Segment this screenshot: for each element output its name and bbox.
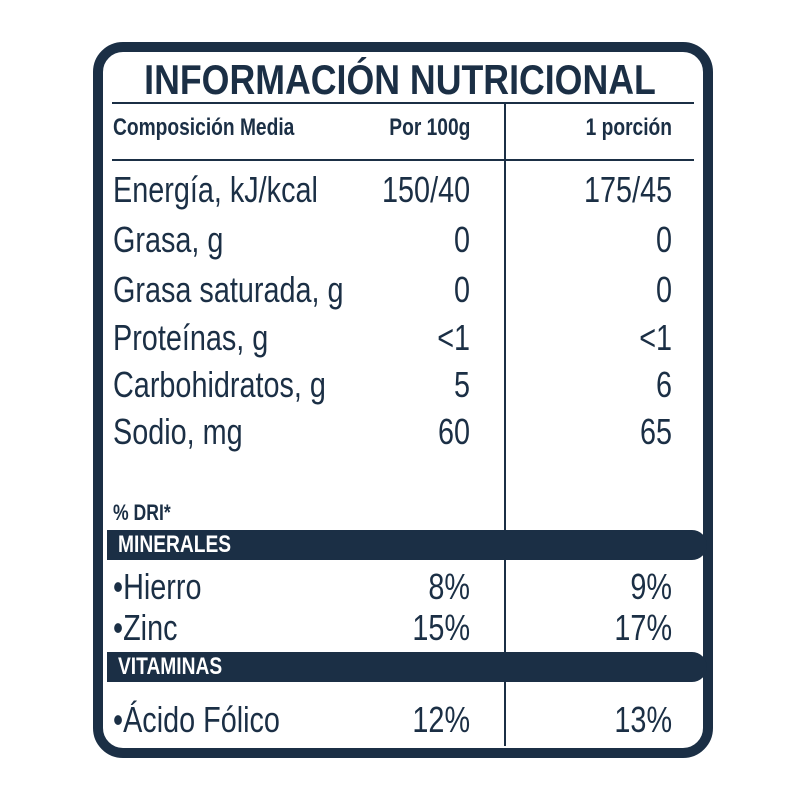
label-frame — [93, 42, 713, 758]
row-value: 60 — [437, 411, 470, 452]
row-label: Grasa saturada, g — [113, 269, 344, 310]
row-label: Sodio, mg — [113, 411, 243, 452]
row-value: 8% — [428, 566, 470, 607]
column-header: Por 100g — [388, 114, 470, 141]
row-value: 150/40 — [381, 169, 470, 210]
section-bar — [107, 530, 707, 560]
section-title: MINERALES — [118, 531, 232, 558]
row-value: 15% — [412, 607, 470, 648]
dri-note: % DRI* — [113, 500, 171, 525]
row-value: <1 — [437, 317, 470, 358]
title-rule — [112, 102, 694, 104]
header-rule — [112, 159, 694, 161]
section-bar — [107, 652, 707, 682]
row-value: 13% — [614, 699, 672, 740]
column-header: 1 porción — [585, 114, 672, 141]
column-header: Composición Media — [113, 114, 295, 141]
row-value: 6 — [655, 364, 672, 405]
row-value: 9% — [630, 566, 672, 607]
row-label: •Hierro — [113, 566, 202, 607]
column-divider — [504, 102, 506, 746]
row-value: 5 — [453, 364, 470, 405]
row-label: Proteínas, g — [113, 317, 269, 358]
title: INFORMACIÓN NUTRICIONAL — [144, 56, 656, 103]
row-value: 12% — [412, 699, 470, 740]
row-value: 0 — [655, 269, 672, 310]
row-value: 0 — [453, 219, 470, 260]
row-value: 65 — [639, 411, 672, 452]
row-label: Energía, kJ/kcal — [113, 169, 318, 210]
row-value: 17% — [614, 607, 672, 648]
row-label: •Zinc — [113, 607, 178, 648]
row-value: 175/45 — [583, 169, 672, 210]
row-value: 0 — [655, 219, 672, 260]
section-title: VITAMINAS — [118, 653, 223, 680]
row-label: •Ácido Fólico — [113, 699, 280, 740]
row-value: 0 — [453, 269, 470, 310]
row-value: <1 — [639, 317, 672, 358]
row-label: Carbohidratos, g — [113, 364, 326, 405]
row-label: Grasa, g — [113, 219, 224, 260]
